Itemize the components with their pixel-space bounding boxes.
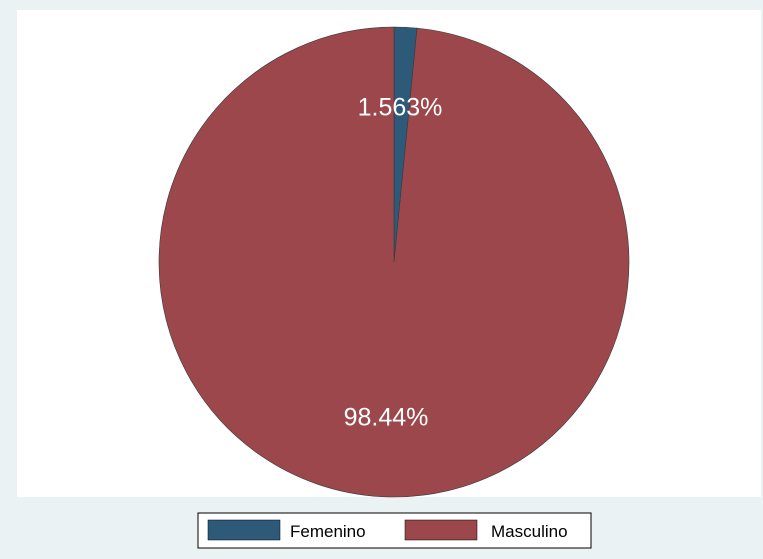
pie-slice-masculino (158, 26, 630, 498)
legend-label-masculino: Masculino (491, 522, 568, 541)
legend-swatch-masculino (404, 519, 478, 541)
legend-swatch-femenino (207, 519, 281, 541)
slice-label-masculino: 98.44% (344, 404, 429, 432)
legend: Femenino Masculino (197, 512, 592, 549)
pie-slices (158, 26, 630, 498)
legend-label-femenino: Femenino (290, 522, 366, 541)
slice-labels: 1.563% 98.44% (344, 94, 443, 432)
slice-label-femenino: 1.563% (358, 94, 443, 122)
